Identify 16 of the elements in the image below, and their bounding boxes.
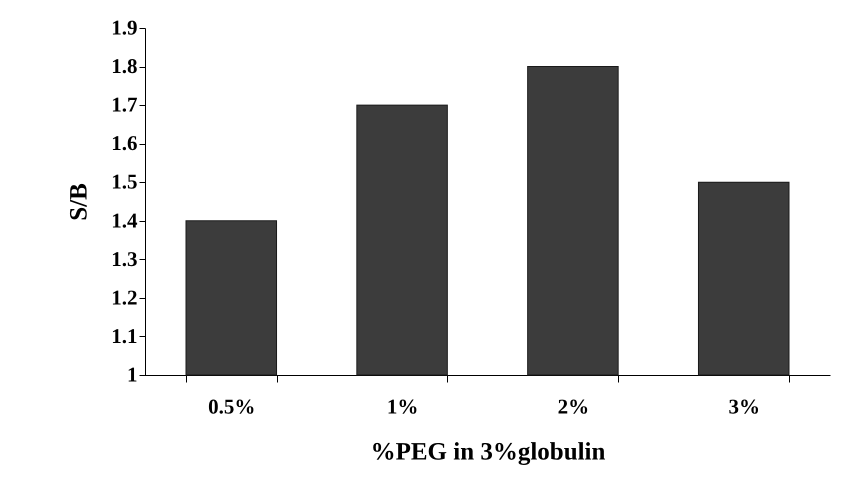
x-tick-label: 2% — [558, 394, 590, 418]
x-axis-title: %PEG in 3%globulin — [370, 438, 606, 466]
x-tick-label: 1% — [386, 394, 418, 418]
y-tick-label: 1.5 — [111, 170, 138, 194]
x-tick-label: 0.5% — [208, 394, 256, 418]
y-tick-label: 1.3 — [111, 246, 138, 271]
y-tick-label: 1.9 — [111, 16, 138, 40]
y-tick-label: 1.6 — [111, 131, 138, 156]
y-tick-label: 1 — [127, 362, 138, 386]
y-tick-label: 1.8 — [111, 54, 138, 78]
y-axis-title: S/B — [65, 183, 92, 221]
y-tick-label: 1.7 — [111, 92, 138, 117]
y-tick-label: 1.2 — [111, 285, 138, 310]
y-tick-label: 1.4 — [111, 208, 138, 232]
y-tick-label: 1.1 — [111, 324, 138, 348]
x-tick-label: 3% — [728, 394, 760, 418]
